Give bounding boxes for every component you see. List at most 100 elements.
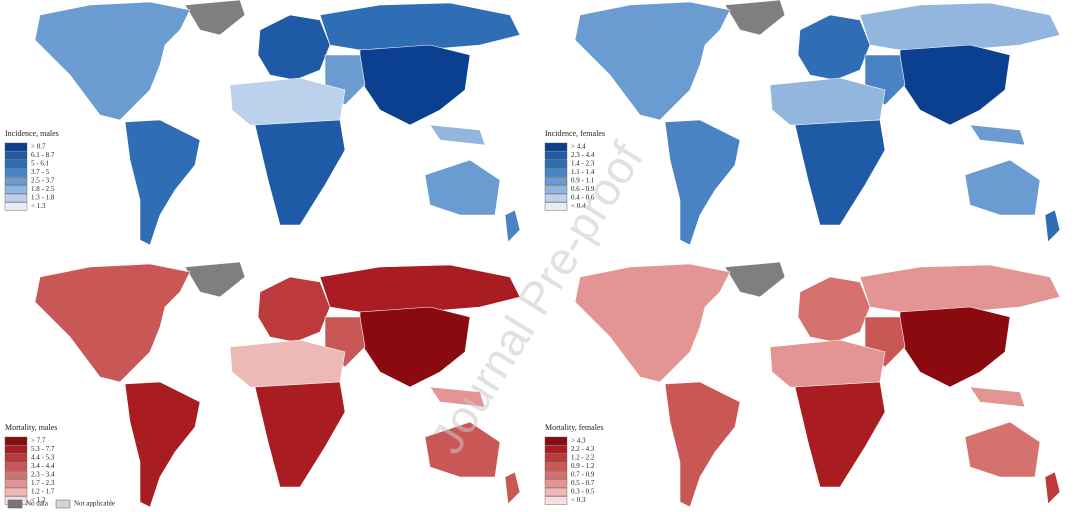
not-applicable-label: Not applicable [74,500,115,508]
legend-label: 0.6 - 0.9 [571,185,595,193]
map-panel: Incidence, males > 8.76.1 - 8.75 - 6.13.7… [4,0,521,246]
south-america [664,381,741,508]
greenland [724,261,786,298]
southern-africa [254,119,346,226]
legend-swatch [544,185,568,194]
legend-swatch [544,453,568,463]
map-panel: Incidence, females > 4.42.3 - 4.41.4 - 2.… [544,0,1061,246]
legend-swatch [544,176,568,186]
legend-swatch [544,470,568,480]
north-america [574,263,731,383]
legend-label: < 1.3 [31,202,46,210]
greenland [184,0,246,36]
legend-label: 1.4 - 2.3 [571,160,595,168]
legend-swatch [544,151,568,160]
southeast-asia [429,386,486,408]
map-panel: Mortality, males > 7.75.3 - 7.74.4 - 5.33… [4,261,521,508]
legend-label: > 4.3 [571,437,586,445]
europe [797,276,871,343]
legend-label: 3.4 - 4.4 [31,462,55,470]
europe [257,276,331,343]
legend-swatch [4,176,28,186]
legend-swatch [544,193,568,203]
south-america [124,381,201,508]
legend-label: 6.1 - 8.7 [31,151,55,159]
east-asia [899,306,1011,388]
legend-title: Mortality, males [5,423,57,432]
legend-label: 1.2 - 2.2 [571,454,595,462]
europe [797,14,871,81]
legend-swatch [4,193,28,203]
legend-label: 0.4 - 0.6 [571,194,595,202]
legend-swatch [4,159,28,169]
legend-label: < 0.3 [571,496,586,504]
greenland [724,0,786,36]
legend-label: 1.2 - 1.7 [31,488,55,496]
legend-swatch [544,142,568,152]
no-data-swatch [7,499,23,509]
legend-label: 0.5 - 0.7 [571,479,595,487]
legend-label: 3.7 - 5 [31,168,50,176]
legend-swatch [544,462,568,471]
legend-swatch [4,462,28,471]
south-america [664,119,741,246]
east-asia [359,306,471,388]
legend-label: 4.4 - 5.3 [31,454,55,462]
russia [319,2,521,51]
south-america [124,119,201,246]
russia [319,264,521,313]
legend-swatch [544,487,568,497]
map-panel: Mortality, females > 4.32.2 - 4.31.2 - 2.… [544,261,1061,508]
legend-label: 0.9 - 1.2 [571,462,595,470]
legend-label: 0.9 - 1.1 [571,177,595,185]
new-zealand [504,471,521,505]
legend-swatch [4,185,28,194]
southern-africa [254,381,346,488]
southern-africa [794,119,886,226]
legend-title: Incidence, females [545,129,605,138]
north-america [34,263,191,383]
panels: Incidence, males > 8.76.1 - 8.75 - 6.13.7… [4,0,1061,508]
legend-swatch [4,479,28,488]
no-data-label: No data [26,500,49,508]
russia [859,2,1061,51]
legend-label: < 1.2 [31,496,46,504]
legend-title: Mortality, females [545,423,604,432]
legend-swatch [4,470,28,480]
legend-swatch [544,168,568,177]
australia [424,421,501,478]
legend-label: > 4.4 [571,143,586,151]
legend-label: < 0.4 [571,202,586,210]
east-asia [899,44,1011,126]
legend-label: 1.3 - 1.8 [31,194,55,202]
legend-swatch [4,445,28,454]
southeast-asia [969,124,1026,146]
legend-label: > 7.7 [31,437,46,445]
russia [859,264,1061,313]
legend-label: 0.7 - 0.9 [571,471,595,479]
legend-label: 0.3 - 0.5 [571,488,595,496]
greenland [184,261,246,298]
southern-africa [794,381,886,488]
southeast-asia [429,124,486,146]
legend-swatch [544,436,568,446]
legend-label: > 8.7 [31,143,46,151]
legend-label: 5 - 6.1 [31,160,50,168]
north-america [34,1,191,121]
new-zealand [504,209,521,243]
legend-swatch [4,436,28,446]
legend-label: 5.3 - 7.7 [31,445,55,453]
europe [257,14,331,81]
legend-label: 1.7 - 2.3 [31,479,55,487]
australia [964,421,1041,478]
legend-swatch [544,445,568,454]
legend-swatch [544,496,568,505]
legend-swatch [4,453,28,463]
legend-swatch [4,202,28,211]
not-applicable-swatch [55,499,71,509]
legend-label: 2.3 - 3.4 [31,471,55,479]
southeast-asia [969,386,1026,408]
legend-label: 2.5 - 3.7 [31,177,55,185]
legend-label: 2.3 - 4.4 [571,151,595,159]
